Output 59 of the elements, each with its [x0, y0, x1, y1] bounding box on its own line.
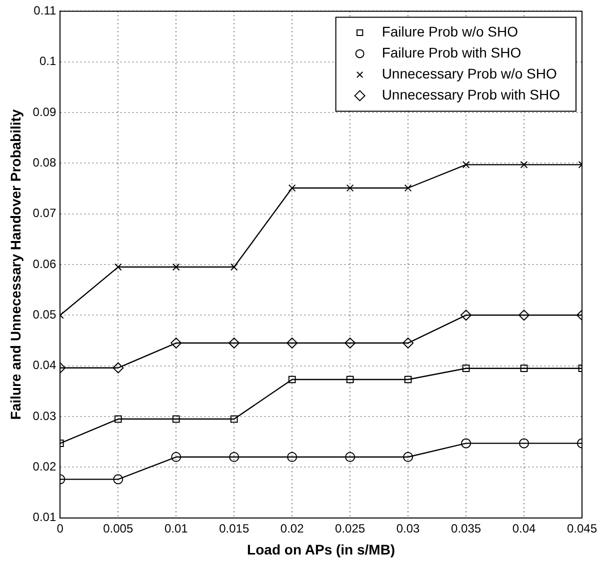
point: [172, 415, 180, 423]
x-tick-label: 0.03: [396, 521, 420, 536]
point: [230, 415, 238, 423]
point: [462, 364, 470, 372]
y-tick-label: 0.09: [32, 104, 56, 119]
legend-label: Unnecessary Prob w/o SHO: [382, 66, 557, 82]
y-tick-label: 0.1: [39, 54, 56, 68]
x-tick-label: 0.035: [451, 521, 482, 536]
y-tick-label: 0.02: [32, 459, 56, 474]
point: [288, 376, 296, 384]
x-tick-label: 0.02: [280, 521, 304, 536]
point: [171, 452, 182, 462]
point: [462, 161, 470, 168]
point: [520, 364, 528, 372]
x-tick-label: 0: [56, 521, 64, 536]
point: [286, 338, 298, 349]
point: [112, 362, 124, 374]
point: [404, 184, 412, 192]
x-tick-label: 0.025: [335, 521, 366, 536]
y-tick-label: 0.07: [32, 206, 56, 220]
legend-label: Failure Prob w/o SHO: [382, 24, 518, 40]
y-axis-title: Failure and Unnecessary Handover Probability: [7, 109, 24, 420]
y-tick-label: 0.05: [32, 307, 56, 322]
x-tick-label: 0.04: [512, 521, 536, 536]
point: [113, 474, 124, 484]
point: [346, 376, 354, 384]
legend-label: Unnecessary Prob with SHO: [382, 86, 560, 103]
point: [230, 263, 238, 271]
point: [170, 338, 182, 349]
y-tick-label: 0.01: [32, 510, 56, 524]
point: [403, 452, 414, 462]
y-tick-label: 0.08: [32, 155, 56, 170]
point: [518, 310, 530, 321]
point: [402, 338, 414, 349]
point: [520, 161, 528, 168]
point: [519, 438, 530, 448]
point: [345, 452, 356, 462]
point: [346, 184, 354, 192]
point: [461, 438, 472, 448]
y-tick-label: 0.11: [34, 4, 56, 18]
point: [114, 415, 122, 423]
point: [287, 452, 298, 462]
point: [228, 338, 240, 349]
y-tick-label: 0.06: [32, 256, 56, 271]
point: [172, 263, 180, 271]
legend-label: Failure Prob with SHO: [382, 44, 522, 61]
point: [288, 184, 296, 192]
x-tick-label: 0.005: [103, 521, 134, 536]
x-tick-label: 0.01: [164, 521, 188, 536]
point: [229, 452, 240, 462]
point: [344, 338, 356, 349]
y-tick-label: 0.04: [32, 358, 56, 372]
point: [404, 376, 412, 384]
point: [460, 310, 472, 321]
x-tick-label: 0.045: [566, 521, 598, 536]
point: [114, 263, 122, 271]
x-axis-title: Load on APs (in s/MB): [247, 541, 396, 558]
x-tick-label: 0.015: [219, 521, 250, 536]
y-tick-label: 0.03: [32, 408, 56, 423]
